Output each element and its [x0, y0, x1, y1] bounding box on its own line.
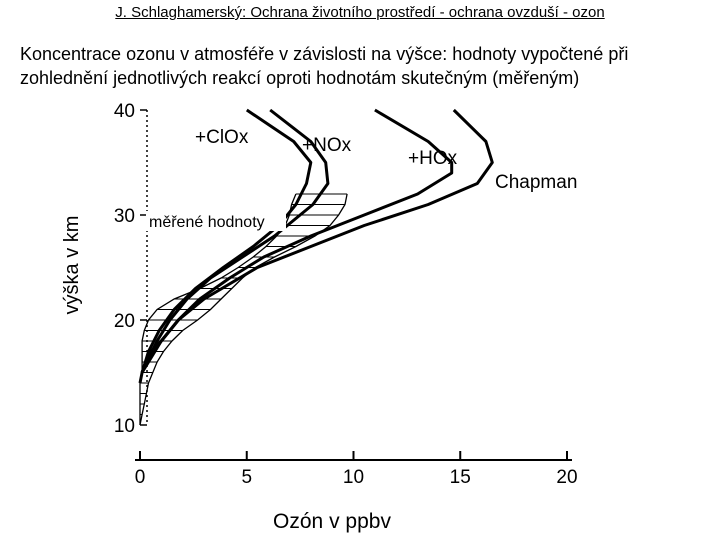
- curve: [140, 108, 330, 374]
- curve: [140, 108, 454, 374]
- y-tick-label: 10: [114, 416, 135, 437]
- x-tick-label: 10: [343, 467, 364, 488]
- x-tick-label: 0: [135, 467, 146, 488]
- curve-label: +ClOx: [195, 127, 249, 148]
- curve-label: Chapman: [495, 172, 577, 193]
- slide-text: Koncentrace ozonu v atmosféře v závislos…: [20, 44, 629, 88]
- x-tick-label: 20: [556, 467, 577, 488]
- curve: [138, 108, 494, 384]
- curve: [140, 108, 313, 373]
- x-axis-label: Ozón v ppbv: [273, 510, 391, 533]
- y-axis-label: výška v km: [61, 216, 83, 315]
- label-bg: [146, 211, 286, 231]
- x-tick-label: 5: [241, 467, 252, 488]
- curve-label: +NOx: [302, 135, 352, 156]
- slide-header: J. Schlaghamerský: Ochrana životního pro…: [115, 4, 605, 21]
- curve-label: +HOx: [408, 148, 458, 169]
- x-tick-label: 15: [450, 467, 471, 488]
- band-label: měřené hodnoty: [149, 214, 265, 231]
- y-tick-label: 40: [114, 101, 135, 122]
- y-tick-label: 20: [114, 311, 135, 332]
- y-tick-label: 30: [114, 206, 135, 227]
